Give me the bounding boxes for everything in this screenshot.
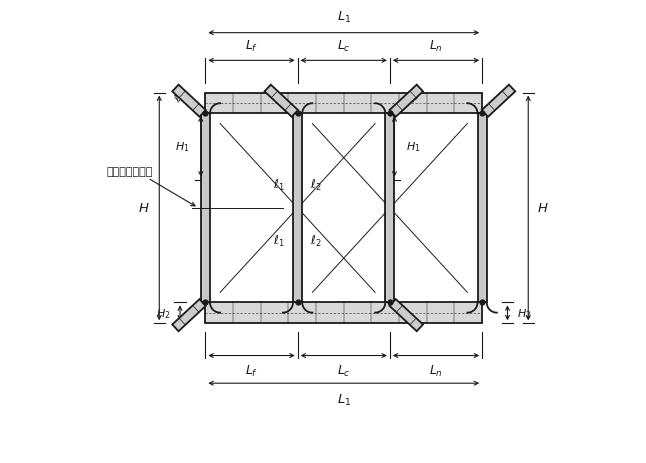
Polygon shape (390, 300, 423, 332)
Text: $\ell_1$: $\ell_1$ (273, 233, 285, 248)
Bar (477, 114, 486, 303)
Text: $L_n$: $L_n$ (429, 39, 443, 54)
Text: $H_2$: $H_2$ (156, 307, 171, 320)
Text: $L_1$: $L_1$ (337, 10, 351, 25)
Bar (385, 114, 395, 303)
Polygon shape (172, 86, 206, 118)
Polygon shape (390, 86, 423, 118)
Text: $H_2$: $H_2$ (517, 307, 531, 320)
Bar (205, 303, 482, 324)
Text: 横联下弦中心线: 横联下弦中心线 (106, 166, 152, 176)
Text: $L_f$: $L_f$ (245, 363, 258, 378)
Text: $L_c$: $L_c$ (337, 39, 351, 54)
Text: $H_1$: $H_1$ (406, 140, 421, 154)
Bar (205, 94, 482, 114)
Text: $H_1$: $H_1$ (174, 140, 189, 154)
Polygon shape (264, 86, 298, 118)
Text: $\ell_2$: $\ell_2$ (404, 88, 422, 106)
Text: $L_c$: $L_c$ (337, 363, 351, 378)
Polygon shape (172, 300, 206, 332)
Text: $L_n$: $L_n$ (429, 363, 443, 378)
Text: $\ell_2$: $\ell_2$ (174, 312, 191, 329)
Text: $H$: $H$ (537, 202, 549, 215)
Text: $\ell_2$: $\ell_2$ (310, 178, 322, 193)
Polygon shape (482, 86, 516, 118)
Text: $L_f$: $L_f$ (245, 39, 258, 54)
Text: $\ell_2$: $\ell_2$ (171, 88, 189, 106)
Text: $L_1$: $L_1$ (337, 392, 351, 407)
Text: $H$: $H$ (138, 202, 150, 215)
Text: $\ell_2$: $\ell_2$ (310, 233, 322, 248)
Text: $\ell_1$: $\ell_1$ (273, 178, 285, 193)
Bar (293, 114, 302, 303)
Bar (201, 114, 210, 303)
